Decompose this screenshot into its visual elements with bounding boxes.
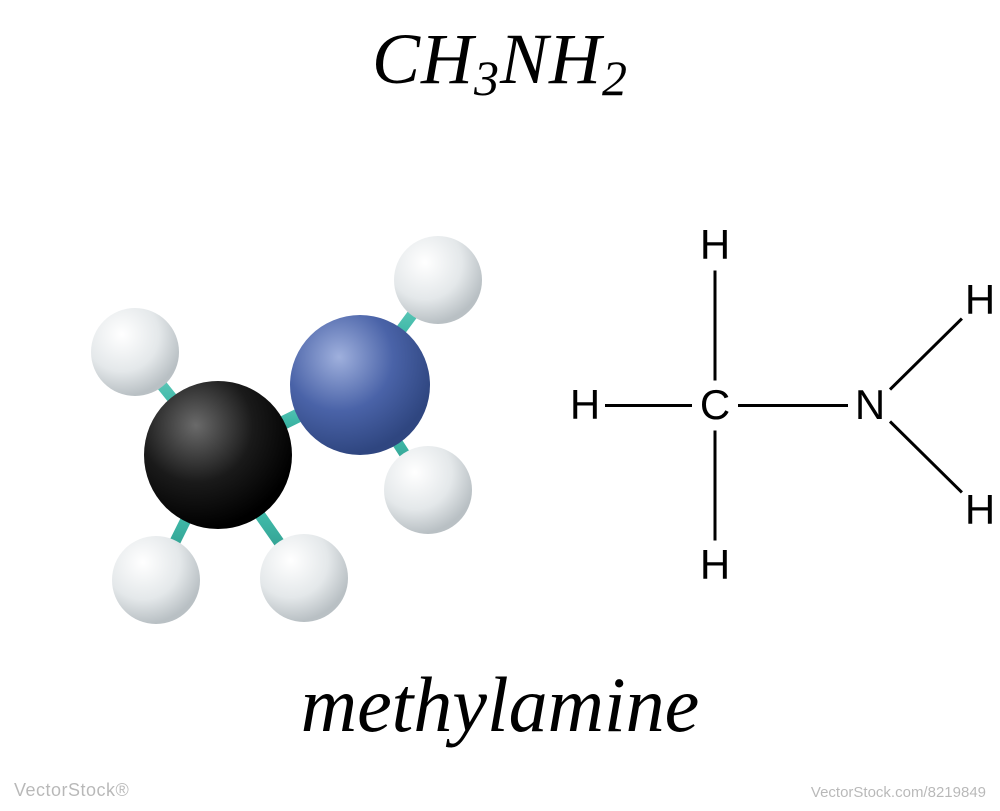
bond-line bbox=[738, 404, 848, 407]
bond-line bbox=[714, 430, 717, 540]
atom-label-h: H bbox=[700, 221, 730, 269]
formula-sub: 2 bbox=[602, 50, 628, 106]
formula-part: CH bbox=[372, 19, 474, 99]
bond-line bbox=[714, 270, 717, 380]
atom-label-c: C bbox=[700, 381, 730, 429]
molecule-3d-svg bbox=[40, 160, 500, 640]
compound-name: methylamine bbox=[0, 660, 1000, 750]
watermark-brand: VectorStock® bbox=[14, 780, 129, 801]
molecule-3d-model bbox=[40, 160, 500, 640]
formula-sub: 3 bbox=[474, 50, 500, 106]
atom-label-h: H bbox=[700, 541, 730, 589]
molecular-formula: CH3NH2 bbox=[0, 18, 1000, 101]
atom-3d-h bbox=[260, 534, 348, 622]
atom-3d-h bbox=[91, 308, 179, 396]
atom-3d-n bbox=[290, 315, 430, 455]
atom-label-n: N bbox=[855, 381, 885, 429]
atom-3d-h bbox=[394, 236, 482, 324]
bond-line bbox=[605, 404, 692, 407]
atom-label-h: H bbox=[965, 276, 995, 324]
atom-3d-h bbox=[112, 536, 200, 624]
atom-3d-c bbox=[144, 381, 292, 529]
watermark-id: VectorStock.com/8219849 bbox=[811, 784, 986, 801]
atom-label-h: H bbox=[570, 381, 600, 429]
atom-label-h: H bbox=[965, 486, 995, 534]
formula-part: NH bbox=[500, 19, 602, 99]
bond-line bbox=[889, 420, 963, 493]
atoms-group bbox=[91, 236, 482, 624]
diagram-canvas: CH3NH2 bbox=[0, 0, 1000, 811]
atom-3d-h bbox=[384, 446, 472, 534]
structural-formula: HHCHNHH bbox=[560, 205, 990, 625]
bond-line bbox=[889, 317, 963, 390]
